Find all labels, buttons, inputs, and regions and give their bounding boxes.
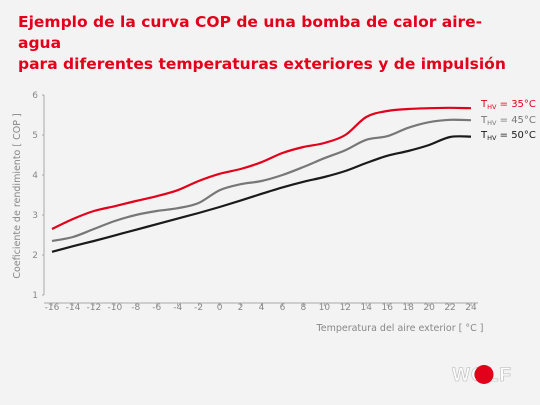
chart-title-line-1: Ejemplo de la curva COP de una bomba de … bbox=[18, 13, 483, 52]
x-tick-label: -2 bbox=[194, 303, 203, 313]
x-tick-label: 8 bbox=[301, 303, 307, 313]
x-tick-label: 12 bbox=[340, 303, 351, 313]
x-tick-label: -14 bbox=[66, 303, 81, 313]
y-axis-title: Coeficiente de rendimiento [ COP ] bbox=[12, 113, 23, 278]
x-tick-label: 2 bbox=[238, 303, 244, 313]
y-tick-label: 1 bbox=[32, 291, 38, 301]
y-tick-label: 2 bbox=[32, 251, 38, 261]
y-tick-label: 5 bbox=[32, 131, 38, 141]
legend-label-2: THV = 45°C bbox=[480, 115, 536, 127]
series-line-1 bbox=[51, 106, 472, 230]
y-tick-label: 6 bbox=[32, 91, 38, 101]
x-tick-label: 4 bbox=[259, 303, 265, 313]
x-tick-label: -10 bbox=[107, 303, 122, 313]
legend-label-1: THV = 35°C bbox=[480, 99, 536, 111]
x-tick-label: -8 bbox=[131, 303, 140, 313]
x-tick-label: 6 bbox=[280, 303, 286, 313]
legend-label-3: THV = 50°C bbox=[480, 130, 536, 142]
series-line-2 bbox=[51, 118, 472, 243]
x-tick-label: 10 bbox=[319, 303, 331, 313]
x-tick-label: 22 bbox=[444, 303, 455, 313]
y-tick-label: 4 bbox=[32, 171, 38, 181]
x-tick-label: -6 bbox=[152, 303, 161, 313]
wolf-logo-dot bbox=[474, 365, 494, 384]
wolf-logo: WOLF bbox=[452, 365, 511, 386]
series-line-3 bbox=[51, 135, 472, 253]
x-tick-label: 24 bbox=[465, 303, 477, 313]
y-tick-label: 3 bbox=[32, 211, 38, 221]
x-tick-label: -12 bbox=[87, 303, 102, 313]
x-tick-label: 16 bbox=[381, 303, 393, 313]
x-tick-label: -4 bbox=[173, 303, 182, 313]
x-axis-title: Temperatura del aire exterior [ °C ] bbox=[316, 323, 484, 334]
chart-title: Ejemplo de la curva COP de una bomba de … bbox=[18, 12, 518, 75]
x-tick-label: -16 bbox=[45, 303, 60, 313]
x-tick-label: 18 bbox=[402, 303, 414, 313]
x-tick-label: 0 bbox=[217, 303, 223, 313]
chart-title-line-2: para diferentes temperaturas exteriores … bbox=[18, 55, 506, 73]
x-tick-label: 14 bbox=[361, 303, 373, 313]
x-tick-label: 20 bbox=[423, 303, 435, 313]
